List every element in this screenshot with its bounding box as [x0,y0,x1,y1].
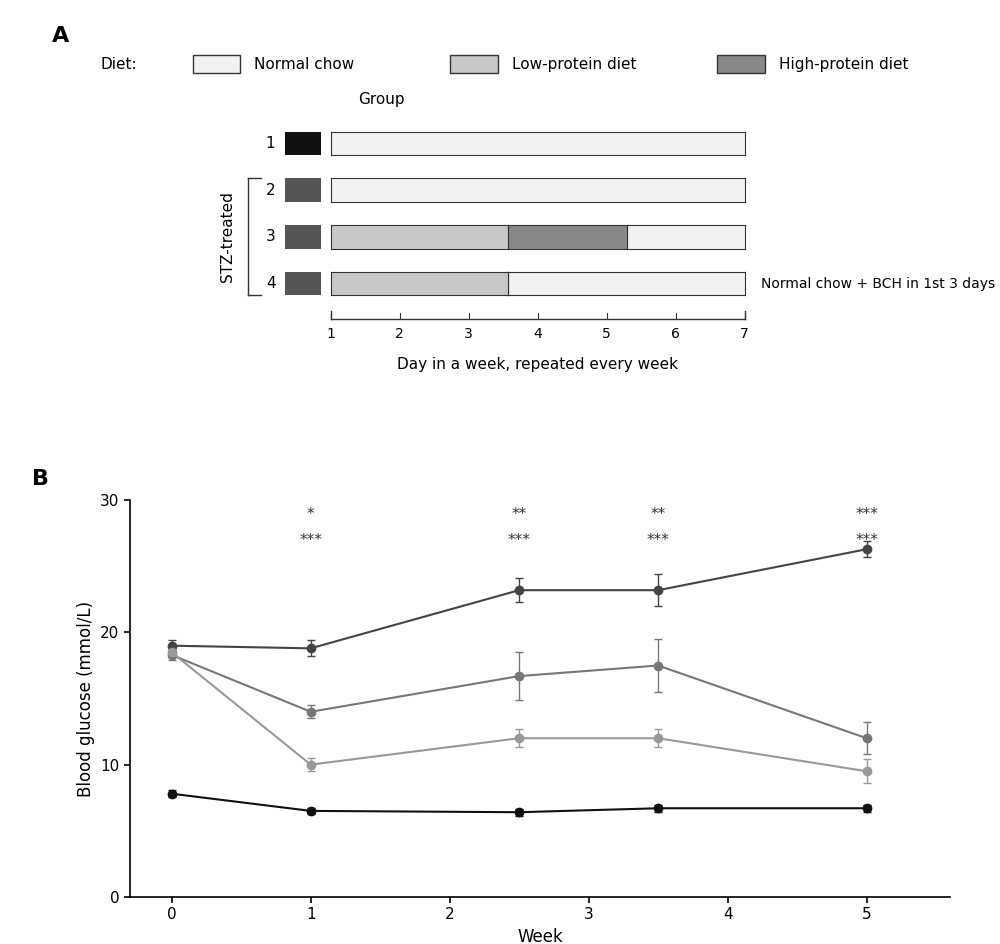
Text: 7: 7 [740,327,749,341]
Bar [450,55,498,74]
Text: 4: 4 [266,276,275,291]
Bar [331,132,745,155]
Text: STZ-treated: STZ-treated [220,192,235,282]
Text: 6: 6 [671,327,680,341]
Text: 4: 4 [533,327,542,341]
Bar [331,272,508,295]
Text: 2: 2 [395,327,404,341]
Text: ***: *** [647,533,670,548]
Text: *: * [307,507,314,522]
Text: Group: Group [358,93,405,108]
Text: Day in a week, repeated every week: Day in a week, repeated every week [397,358,678,372]
Text: A: A [52,25,69,45]
Text: ***: *** [299,533,322,548]
X-axis label: Week: Week [517,928,563,944]
Bar [508,225,627,248]
Bar [331,178,745,202]
Bar [285,132,321,155]
Text: **: ** [512,507,527,522]
Bar [331,225,508,248]
Bar [627,225,745,248]
Bar [285,225,321,248]
Bar [285,272,321,295]
Text: B: B [32,468,49,489]
Text: High-protein diet: High-protein diet [779,57,908,72]
Text: ***: *** [508,533,531,548]
Text: Normal chow: Normal chow [254,57,354,72]
Text: Low-protein diet: Low-protein diet [512,57,636,72]
Text: **: ** [651,507,666,522]
Text: 1: 1 [266,136,275,151]
Bar [285,178,321,202]
Text: ***: *** [855,533,878,548]
Text: 2: 2 [266,182,275,197]
Y-axis label: Blood glucose (mmol/L): Blood glucose (mmol/L) [77,600,95,797]
Text: 3: 3 [266,229,275,244]
Text: Normal chow + BCH in 1st 3 days: Normal chow + BCH in 1st 3 days [761,277,995,291]
Bar [717,55,765,74]
Text: 1: 1 [326,327,335,341]
Text: 5: 5 [602,327,611,341]
Text: Diet:: Diet: [101,57,137,72]
Bar [193,55,240,74]
Text: ***: *** [855,507,878,522]
Bar [508,272,745,295]
Text: 3: 3 [464,327,473,341]
